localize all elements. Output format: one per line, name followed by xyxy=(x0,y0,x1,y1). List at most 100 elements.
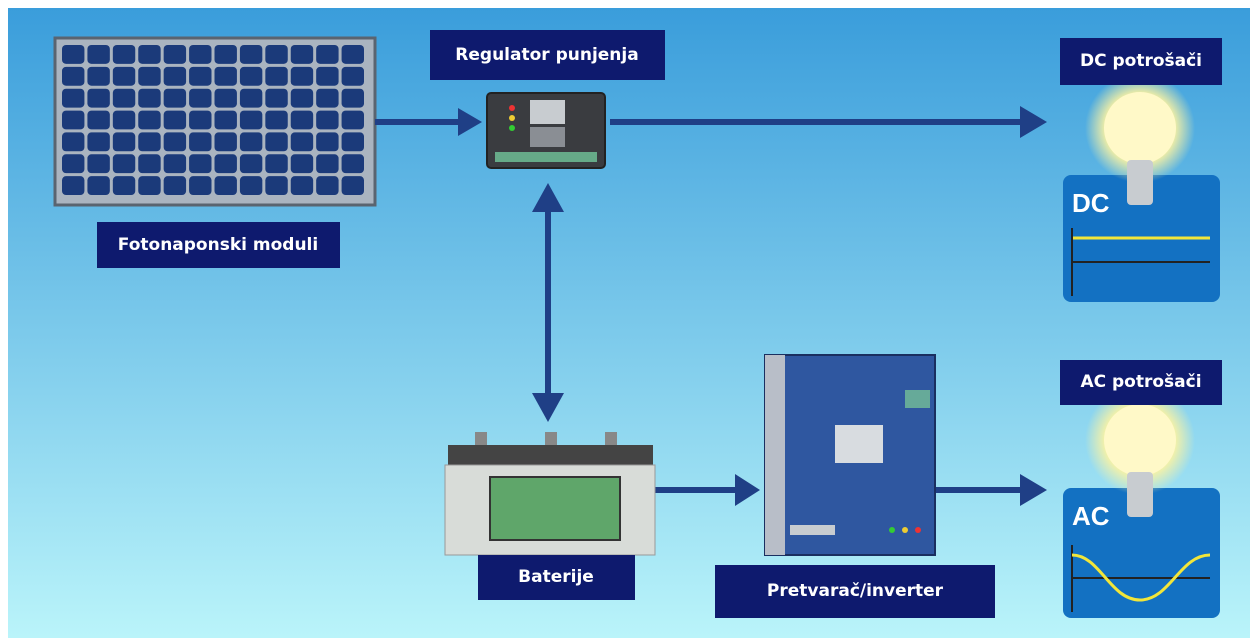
solar-cell xyxy=(87,154,110,174)
arrows xyxy=(375,106,1047,506)
solar-cell xyxy=(138,176,161,195)
solar-cell xyxy=(163,176,187,195)
solar-cell xyxy=(290,110,314,130)
solar-cell xyxy=(239,132,263,152)
solar-cell xyxy=(189,66,212,86)
solar-cell xyxy=(62,88,85,108)
solar-cell xyxy=(189,110,212,130)
solar-cell xyxy=(62,66,85,86)
solar-cell xyxy=(138,110,161,130)
solar-cell xyxy=(112,66,136,86)
node-label: Baterije xyxy=(518,567,594,587)
solar-cell xyxy=(214,110,237,130)
solar-cell xyxy=(138,66,161,86)
solar-cell xyxy=(341,176,364,195)
solar-cell xyxy=(265,110,288,130)
solar-cell xyxy=(163,45,187,64)
solar-cell xyxy=(62,154,85,174)
solar-cell xyxy=(239,45,263,64)
charge-regulator xyxy=(486,92,606,169)
solar-cell xyxy=(189,45,212,64)
solar-cell xyxy=(214,66,237,86)
solar-cell xyxy=(214,45,237,64)
node-label: Pretvarač/inverter xyxy=(767,581,944,601)
solar-cell xyxy=(163,132,187,152)
solar-cell xyxy=(112,132,136,152)
solar-cell xyxy=(62,110,85,130)
solar-cell xyxy=(138,88,161,108)
node-label: AC potrošači xyxy=(1080,372,1201,392)
node-label: Fotonaponski moduli xyxy=(118,235,318,255)
solar-panel xyxy=(53,36,377,207)
solar-cell xyxy=(265,176,288,195)
solar-cell xyxy=(138,132,161,152)
dc-load: DC xyxy=(1063,73,1220,302)
solar-cell xyxy=(316,66,339,86)
solar-cell xyxy=(112,88,136,108)
panel-text: DC xyxy=(1072,188,1110,218)
solar-cell xyxy=(163,66,187,86)
solar-cell xyxy=(316,110,339,130)
solar-cell xyxy=(214,88,237,108)
solar-cell xyxy=(239,176,263,195)
solar-cell xyxy=(214,132,237,152)
solar-cell xyxy=(163,154,187,174)
solar-cell xyxy=(316,176,339,195)
solar-cell xyxy=(112,45,136,64)
solar-cell xyxy=(265,66,288,86)
solar-cell xyxy=(290,66,314,86)
solar-cell xyxy=(341,88,364,108)
solar-cell xyxy=(265,88,288,108)
solar-cell xyxy=(316,132,339,152)
solar-cell xyxy=(265,154,288,174)
solar-cell xyxy=(316,88,339,108)
solar-cell xyxy=(87,66,110,86)
solar-cell xyxy=(112,176,136,195)
solar-cell xyxy=(341,66,364,86)
solar-cell xyxy=(265,45,288,64)
solar-cell xyxy=(138,154,161,174)
solar-cell xyxy=(163,88,187,108)
solar-cell xyxy=(239,88,263,108)
solar-cell xyxy=(112,154,136,174)
solar-cell xyxy=(214,176,237,195)
node-label: Regulator punjenja xyxy=(455,45,638,65)
inverter xyxy=(764,354,936,556)
solar-cell xyxy=(290,176,314,195)
solar-cell xyxy=(239,110,263,130)
solar-cell xyxy=(239,154,263,174)
solar-cell xyxy=(316,45,339,64)
solar-cell xyxy=(189,132,212,152)
ac-load: AC xyxy=(1063,385,1220,618)
solar-cell xyxy=(265,132,288,152)
solar-cell xyxy=(87,88,110,108)
solar-cell xyxy=(189,88,212,108)
solar-cell xyxy=(239,66,263,86)
node-label: DC potrošači xyxy=(1080,51,1202,71)
solar-cell xyxy=(87,110,110,130)
solar-cell xyxy=(87,176,110,195)
solar-cell xyxy=(290,132,314,152)
solar-cell xyxy=(62,45,85,64)
solar-cell xyxy=(341,110,364,130)
solar-cell xyxy=(316,154,339,174)
solar-cell xyxy=(62,176,85,195)
solar-cell xyxy=(163,110,187,130)
solar-cell xyxy=(138,45,161,64)
solar-cell xyxy=(214,154,237,174)
solar-cell xyxy=(290,45,314,64)
solar-cell xyxy=(189,176,212,195)
battery xyxy=(444,432,656,556)
solar-cell xyxy=(290,88,314,108)
solar-cell xyxy=(341,45,364,64)
solar-cell xyxy=(87,45,110,64)
solar-cell xyxy=(87,132,110,152)
solar-cell xyxy=(62,132,85,152)
solar-cell xyxy=(112,110,136,130)
solar-cell xyxy=(189,154,212,174)
panel-text: AC xyxy=(1072,501,1110,531)
solar-cell xyxy=(341,132,364,152)
solar-cell xyxy=(341,154,364,174)
solar-cell xyxy=(290,154,314,174)
